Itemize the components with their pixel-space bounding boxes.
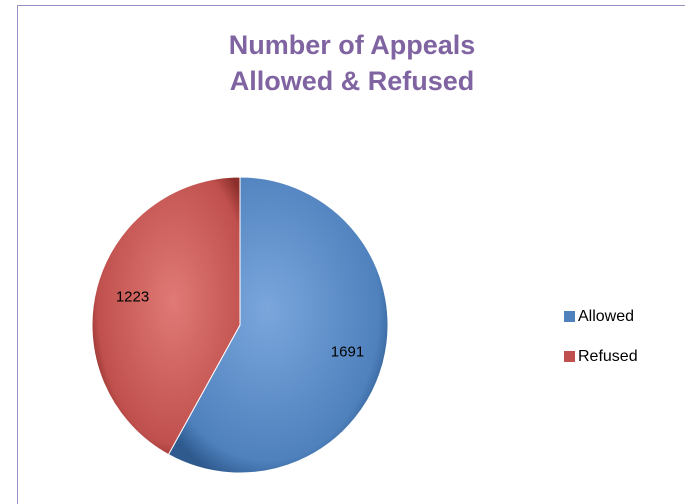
chart-title: Allowed & Refused xyxy=(230,66,475,96)
legend-label: Refused xyxy=(578,348,638,365)
chart-title: Number of Appeals xyxy=(229,30,476,60)
legend-swatch xyxy=(564,311,575,322)
legend-swatch xyxy=(564,351,575,362)
legend-label: Allowed xyxy=(578,308,634,325)
pie-slice xyxy=(167,176,389,474)
pie-slice xyxy=(91,176,241,456)
data-label: 1691 xyxy=(331,344,364,361)
data-label: 1223 xyxy=(116,288,149,305)
